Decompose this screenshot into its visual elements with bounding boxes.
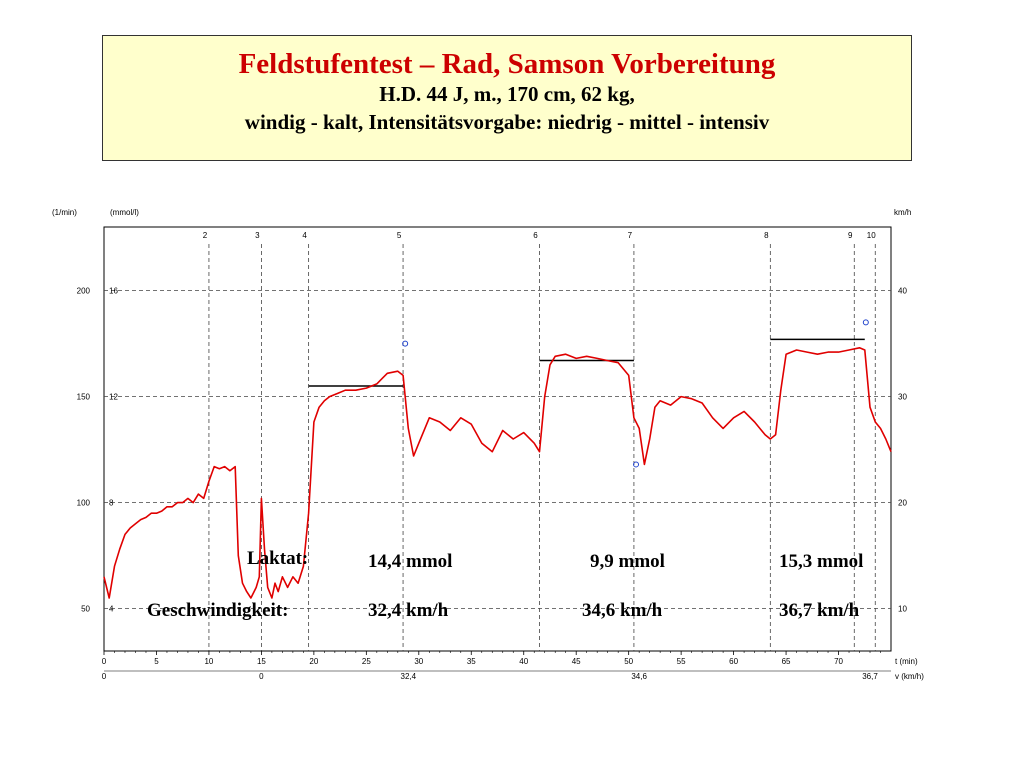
lactate-value-1: 14,4 mmol xyxy=(368,551,453,572)
lactate-point xyxy=(633,461,640,468)
x-tick-label: 65 xyxy=(782,657,791,666)
x-tick-label: 70 xyxy=(834,657,843,666)
speed-tick-label: 10 xyxy=(898,605,907,614)
marker-label: 6 xyxy=(533,231,538,240)
x-axis-label: t (min) xyxy=(895,657,918,666)
marker-label: 8 xyxy=(764,231,769,240)
lactate-value-3: 15,3 mmol xyxy=(779,551,864,572)
lactate-label: Laktat: xyxy=(247,548,309,569)
speed-axis-unit-label: v (km/h) xyxy=(895,672,924,681)
marker-label: 2 xyxy=(203,231,208,240)
lactate-tick-label: 8 xyxy=(109,499,114,508)
hr-tick-label: 150 xyxy=(77,393,91,402)
chart-title: Feldstufentest – Rad, Samson Vorbereitun… xyxy=(238,48,776,80)
speed-axis-mark: 34,6 xyxy=(631,672,647,681)
lactate-axis-label: (mmol/l) xyxy=(110,208,139,217)
marker-label: 4 xyxy=(302,231,307,240)
speed-value-2: 34,6 km/h xyxy=(582,600,663,621)
speed-label: Geschwindigkeit: xyxy=(147,600,289,621)
x-tick-label: 20 xyxy=(309,657,318,666)
plot-frame xyxy=(103,226,892,652)
x-tick-label: 40 xyxy=(519,657,528,666)
marker-label: 7 xyxy=(628,231,633,240)
speed-value-1: 32,4 km/h xyxy=(368,600,449,621)
marker-label: 9 xyxy=(848,231,853,240)
lactate-tick-label: 16 xyxy=(109,287,118,296)
speed-tick-label: 40 xyxy=(898,287,907,296)
x-tick-label: 50 xyxy=(624,657,633,666)
x-tick-label: 60 xyxy=(729,657,738,666)
speed-axis-mark: 32,4 xyxy=(401,672,417,681)
speed-tick-label: 20 xyxy=(898,499,907,508)
lactate-tick-label: 12 xyxy=(109,393,118,402)
x-tick-label: 5 xyxy=(154,657,159,666)
heart-rate-line xyxy=(103,346,892,599)
hr-tick-label: 200 xyxy=(77,287,91,296)
x-tick-label: 55 xyxy=(677,657,686,666)
speed-tick-label: 30 xyxy=(898,393,907,402)
x-tick-label: 15 xyxy=(257,657,266,666)
speed-axis-label: km/h xyxy=(894,208,911,217)
x-tick-label: 30 xyxy=(414,657,423,666)
speed-axis-mark: 36,7 xyxy=(862,672,878,681)
speed-axis-mark: 0 xyxy=(102,672,107,681)
marker-label: 3 xyxy=(255,231,260,240)
lactate-tick-label: 4 xyxy=(109,605,114,614)
x-tick-label: 0 xyxy=(102,657,107,666)
x-tick-label: 25 xyxy=(362,657,371,666)
speed-value-3: 36,7 km/h xyxy=(779,600,860,621)
lactate-point xyxy=(862,319,869,326)
hr-axis-label: (1/min) xyxy=(52,208,77,217)
x-tick-label: 35 xyxy=(467,657,476,666)
hr-tick-label: 100 xyxy=(77,499,91,508)
conditions-info: windig - kalt, Intensitätsvorgabe: niedr… xyxy=(244,110,770,134)
hr-tick-label: 50 xyxy=(81,605,90,614)
marker-label: 10 xyxy=(867,231,876,240)
x-tick-label: 45 xyxy=(572,657,581,666)
x-tick-label: 10 xyxy=(204,657,213,666)
speed-axis-mark: 0 xyxy=(259,672,264,681)
lactate-point xyxy=(402,340,409,347)
title-box: Feldstufentest – Rad, Samson Vorbereitun… xyxy=(102,35,912,161)
marker-label: 5 xyxy=(397,231,402,240)
lactate-value-2: 9,9 mmol xyxy=(590,551,665,572)
subject-info: H.D. 44 J, m., 170 cm, 62 kg, xyxy=(379,82,635,106)
